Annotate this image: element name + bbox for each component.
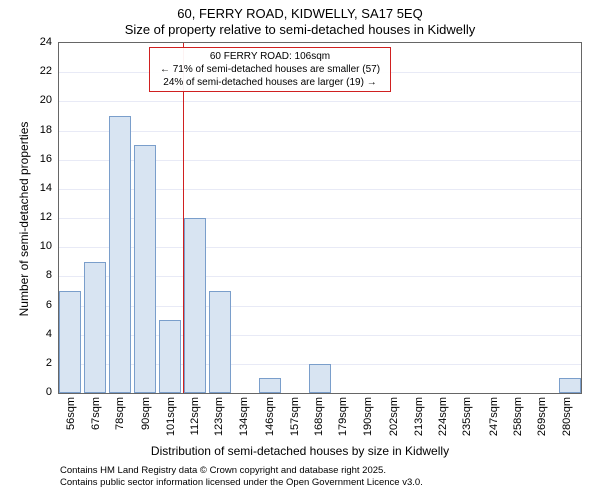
callout-line1: 60 FERRY ROAD: 106sqm xyxy=(154,50,386,63)
histogram-bar xyxy=(309,364,331,393)
callout-line2: ← 71% of semi-detached houses are smalle… xyxy=(154,63,386,76)
xtick-label: 112sqm xyxy=(189,397,201,435)
histogram-bar xyxy=(159,320,181,393)
histogram-bar xyxy=(109,116,131,393)
xtick-label: 157sqm xyxy=(289,397,301,436)
ytick-label: 24 xyxy=(28,36,52,48)
histogram-bar xyxy=(559,378,581,393)
ytick-label: 0 xyxy=(28,386,52,398)
attribution-line2: Contains public sector information licen… xyxy=(60,477,423,489)
plot-area: 60 FERRY ROAD: 106sqm ← 71% of semi-deta… xyxy=(58,42,582,394)
ytick-label: 16 xyxy=(28,153,52,165)
xtick-label: 202sqm xyxy=(388,397,400,436)
marker-line xyxy=(183,43,184,393)
xtick-label: 78sqm xyxy=(114,397,126,430)
xtick-label: 280sqm xyxy=(561,397,573,436)
xtick-label: 101sqm xyxy=(165,397,177,436)
xtick-label: 134sqm xyxy=(238,397,250,436)
ytick-label: 12 xyxy=(28,211,52,223)
ytick-label: 10 xyxy=(28,240,52,252)
attribution-line1: Contains HM Land Registry data © Crown c… xyxy=(60,465,423,477)
gridline-h xyxy=(59,131,581,132)
xtick-label: 67sqm xyxy=(90,397,102,430)
xtick-label: 190sqm xyxy=(362,397,374,436)
xtick-label: 258sqm xyxy=(512,397,524,436)
ytick-label: 4 xyxy=(28,328,52,340)
ytick-label: 6 xyxy=(28,299,52,311)
xtick-label: 179sqm xyxy=(337,397,349,436)
xtick-label: 247sqm xyxy=(488,397,500,436)
histogram-bar xyxy=(259,378,281,393)
histogram-chart: 60, FERRY ROAD, KIDWELLY, SA17 5EQ Size … xyxy=(0,0,600,500)
xtick-label: 146sqm xyxy=(264,397,276,436)
x-axis-label: Distribution of semi-detached houses by … xyxy=(0,444,600,458)
xtick-label: 269sqm xyxy=(536,397,548,436)
ytick-label: 8 xyxy=(28,269,52,281)
xtick-label: 56sqm xyxy=(65,397,77,430)
xtick-label: 213sqm xyxy=(413,397,425,436)
ytick-label: 20 xyxy=(28,94,52,106)
histogram-bar xyxy=(134,145,156,393)
xtick-label: 90sqm xyxy=(140,397,152,430)
ytick-label: 2 xyxy=(28,357,52,369)
xtick-label: 235sqm xyxy=(461,397,473,436)
chart-title-line1: 60, FERRY ROAD, KIDWELLY, SA17 5EQ xyxy=(0,6,600,21)
marker-callout: 60 FERRY ROAD: 106sqm ← 71% of semi-deta… xyxy=(149,47,391,92)
histogram-bar xyxy=(209,291,231,393)
histogram-bar xyxy=(184,218,206,393)
callout-line3: 24% of semi-detached houses are larger (… xyxy=(154,76,386,89)
xtick-label: 224sqm xyxy=(437,397,449,436)
xtick-label: 123sqm xyxy=(213,397,225,436)
ytick-label: 14 xyxy=(28,182,52,194)
ytick-label: 18 xyxy=(28,124,52,136)
gridline-h xyxy=(59,101,581,102)
xtick-label: 168sqm xyxy=(313,397,325,436)
chart-title-line2: Size of property relative to semi-detach… xyxy=(0,22,600,37)
histogram-bar xyxy=(59,291,81,393)
ytick-label: 22 xyxy=(28,65,52,77)
histogram-bar xyxy=(84,262,106,393)
attribution-text: Contains HM Land Registry data © Crown c… xyxy=(60,465,423,489)
